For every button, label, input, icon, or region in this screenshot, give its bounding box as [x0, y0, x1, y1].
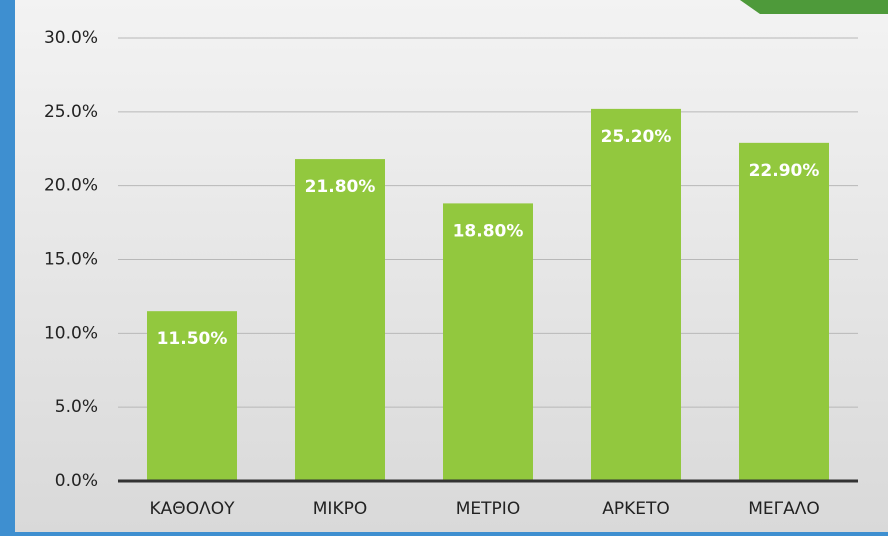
- bar: [443, 203, 533, 482]
- data-label: 25.20%: [601, 127, 672, 147]
- bar: [295, 159, 385, 481]
- y-tick-label: 15.0%: [44, 250, 98, 270]
- data-label: 18.80%: [453, 221, 524, 241]
- data-label: 22.90%: [749, 161, 820, 181]
- bar: [739, 142, 829, 482]
- y-tick-label: 10.0%: [44, 323, 98, 343]
- x-tick-label: ΚΑΘΟΛΟΥ: [150, 499, 236, 519]
- y-tick-label: 5.0%: [55, 397, 98, 417]
- decoration: [740, 0, 888, 14]
- y-tick-label: 20.0%: [44, 176, 98, 196]
- data-label: 11.50%: [157, 329, 228, 349]
- bar: [591, 108, 681, 481]
- x-tick-label: ΑΡΚΕΤΟ: [602, 499, 670, 519]
- data-label: 21.80%: [305, 177, 376, 197]
- y-tick-label: 25.0%: [44, 102, 98, 122]
- bar: [147, 311, 237, 481]
- x-tick-label: ΜΕΓΑΛΟ: [748, 499, 820, 519]
- y-tick-label: 30.0%: [44, 28, 98, 48]
- x-tick-label: ΜΙΚΡΟ: [313, 499, 367, 519]
- x-tick-label: ΜΕΤΡΙΟ: [456, 499, 520, 519]
- y-tick-label: 0.0%: [55, 471, 98, 491]
